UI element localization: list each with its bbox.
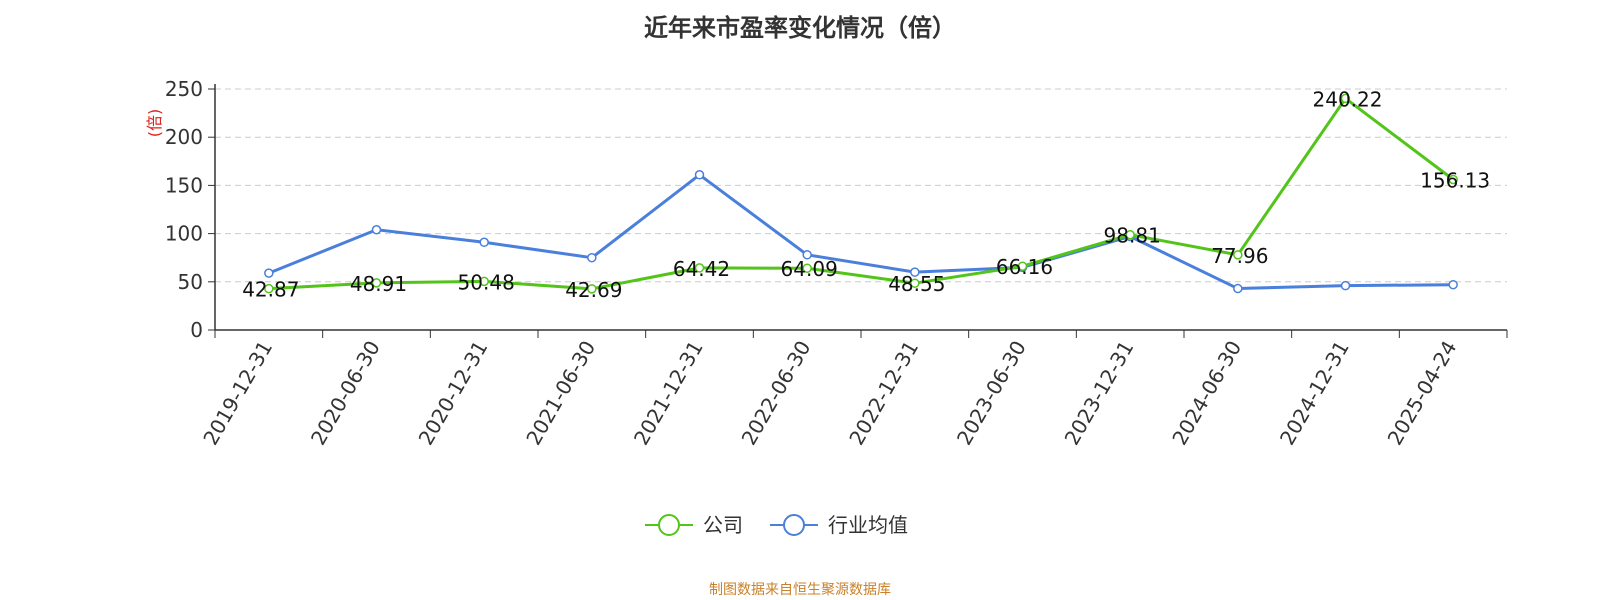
data-point bbox=[1233, 250, 1243, 260]
data-point bbox=[910, 267, 920, 277]
data-label: 48.55 bbox=[888, 272, 945, 296]
data-point bbox=[479, 237, 489, 248]
data-point bbox=[1340, 280, 1351, 291]
legend-marker bbox=[658, 514, 680, 536]
x-tick-label: 2024-12-31 bbox=[1275, 337, 1354, 450]
data-point bbox=[1017, 261, 1028, 271]
x-tick-label: 2022-06-30 bbox=[737, 337, 816, 450]
data-point bbox=[910, 278, 920, 288]
data-point bbox=[371, 224, 382, 235]
data-label: 42.69 bbox=[565, 278, 622, 302]
data-point bbox=[694, 263, 705, 273]
data-label: 240.22 bbox=[1313, 87, 1383, 111]
data-label: 66.16 bbox=[996, 255, 1053, 279]
data-label: 64.42 bbox=[673, 257, 730, 281]
x-tick-label: 2021-06-30 bbox=[521, 337, 600, 450]
x-tick-label: 2020-12-31 bbox=[414, 337, 493, 450]
legend-label: 公司 bbox=[703, 513, 743, 537]
series-lines bbox=[264, 93, 1458, 294]
data-point bbox=[1448, 279, 1458, 290]
data-point bbox=[264, 283, 274, 294]
data-point bbox=[802, 250, 812, 260]
data-label: 98.81 bbox=[1104, 224, 1161, 248]
x-tick-label: 2020-06-30 bbox=[306, 337, 385, 450]
data-point bbox=[587, 252, 597, 263]
x-tick-label: 2019-12-31 bbox=[198, 337, 277, 450]
x-tick-label: 2025-04-24 bbox=[1383, 337, 1462, 450]
y-tick-label: 100 bbox=[165, 222, 203, 246]
data-point bbox=[479, 276, 489, 287]
series-line-0 bbox=[268, 96, 1455, 291]
data-label: 156.13 bbox=[1420, 168, 1490, 192]
data-point bbox=[802, 263, 812, 273]
data-label: 42.87 bbox=[242, 278, 299, 302]
y-tick-label: 250 bbox=[165, 77, 203, 101]
data-label: 48.91 bbox=[350, 272, 407, 296]
y-tick-label: 150 bbox=[165, 173, 203, 197]
series-line-1 bbox=[268, 173, 1454, 291]
legend: 公司 行业均值 bbox=[645, 513, 908, 537]
data-point bbox=[1233, 283, 1243, 294]
data-label: 77.96 bbox=[1211, 244, 1268, 268]
grid-lines bbox=[215, 88, 1507, 283]
y-tick-label: 0 bbox=[190, 318, 203, 342]
x-tick-label: 2023-06-30 bbox=[952, 337, 1031, 450]
source-note: 制图数据来自恒生聚源数据库 bbox=[709, 582, 891, 598]
x-tick-label: 2021-12-31 bbox=[629, 337, 708, 450]
y-tick-label: 50 bbox=[178, 270, 203, 294]
x-tick-label: 2024-06-30 bbox=[1167, 337, 1246, 450]
data-point bbox=[1448, 174, 1458, 185]
data-point bbox=[371, 278, 382, 288]
data-point bbox=[587, 284, 597, 294]
data-label: 50.48 bbox=[458, 270, 515, 294]
data-point bbox=[1340, 93, 1351, 104]
data-labels: 42.87 48.91 50.48 42.69 64.42 64.09 48.55 66.16… bbox=[242, 87, 1490, 301]
data-point bbox=[1125, 229, 1135, 240]
legend-label: 行业均值 bbox=[828, 513, 908, 537]
x-tick-label: 2022-12-31 bbox=[844, 337, 923, 450]
legend-marker bbox=[783, 514, 805, 536]
y-tick-label: 200 bbox=[165, 125, 203, 149]
data-label: 64.09 bbox=[781, 257, 838, 281]
data-point bbox=[264, 268, 274, 278]
chart-title: 近年来市盈率变化情况（倍） bbox=[644, 14, 956, 42]
x-tick-label: 2023-12-31 bbox=[1060, 337, 1139, 450]
data-point bbox=[694, 170, 705, 180]
y-axis-unit-label: (倍) bbox=[145, 109, 164, 138]
